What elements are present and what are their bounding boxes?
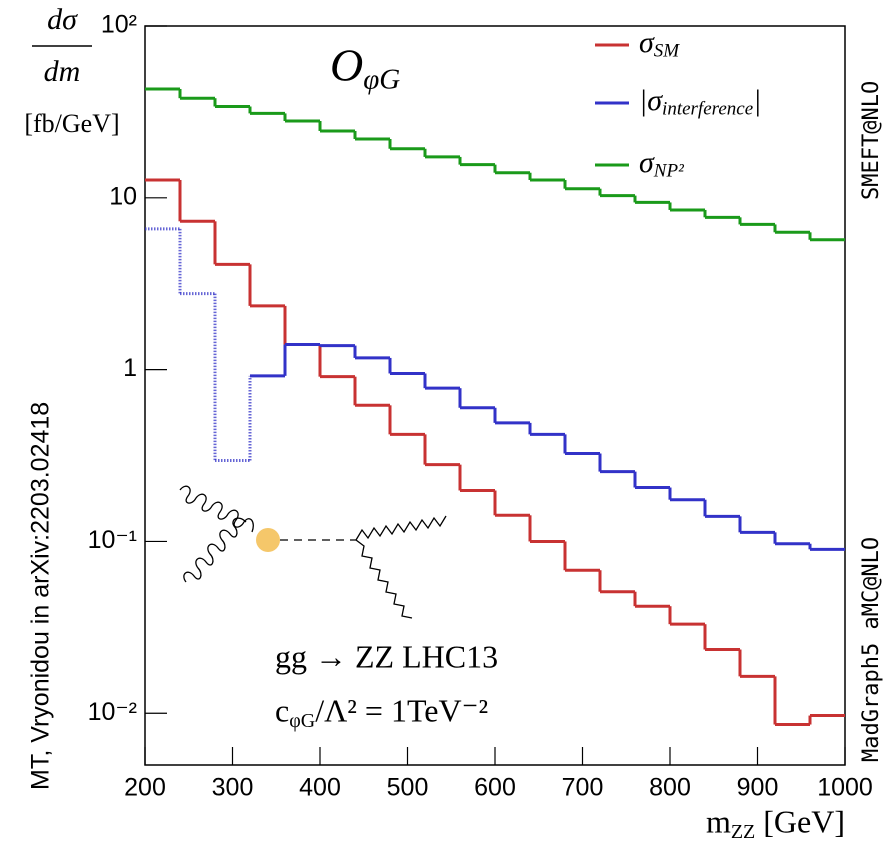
side-label: SMEFT@NLO — [859, 81, 884, 200]
y-tick-label: 10 — [109, 182, 137, 210]
legend-label: σNP²​ — [639, 146, 684, 182]
x-tick-label: 800 — [649, 774, 691, 802]
x-label: mZZ​ [GeV] — [706, 803, 845, 842]
vertex — [256, 528, 280, 552]
credit: MT, Vryonidou in arXiv:2203.02418 — [27, 402, 55, 790]
legend-label: |σinterference​| — [639, 84, 761, 120]
y-label-denominator: dm — [44, 55, 81, 88]
gluon — [183, 517, 247, 583]
x-tick-label: 300 — [212, 774, 254, 802]
y-label-unit: [fb/GeV] — [24, 109, 119, 138]
z-boson — [355, 539, 413, 619]
legend-label: σSM​ — [639, 26, 680, 62]
x-tick-label: 200 — [124, 774, 166, 802]
y-label-numerator: dσ — [47, 3, 78, 36]
side-label: MadGraph5 aMC@NLO — [859, 537, 884, 762]
y-tick-label: 1 — [123, 354, 137, 382]
x-tick-label: 500 — [387, 774, 429, 802]
z-boson — [355, 515, 447, 541]
x-tick-label: 900 — [737, 774, 779, 802]
coupling-annotation: cφG​/Λ² = 1TeV⁻² — [275, 692, 488, 731]
process-annotation: gg → ZZ LHC13 — [275, 638, 498, 674]
feynman-diagram — [179, 485, 447, 619]
x-tick-label: 600 — [474, 774, 516, 802]
x-tick-label: 1000 — [817, 774, 873, 802]
y-tick-label: 10² — [101, 11, 137, 39]
gluon — [179, 485, 254, 533]
x-tick-label: 400 — [299, 774, 341, 802]
y-tick-label: 10⁻² — [88, 698, 137, 726]
x-tick-label: 700 — [562, 774, 604, 802]
chart-title: OφG​ — [330, 40, 400, 96]
y-tick-label: 10⁻¹ — [88, 526, 137, 554]
